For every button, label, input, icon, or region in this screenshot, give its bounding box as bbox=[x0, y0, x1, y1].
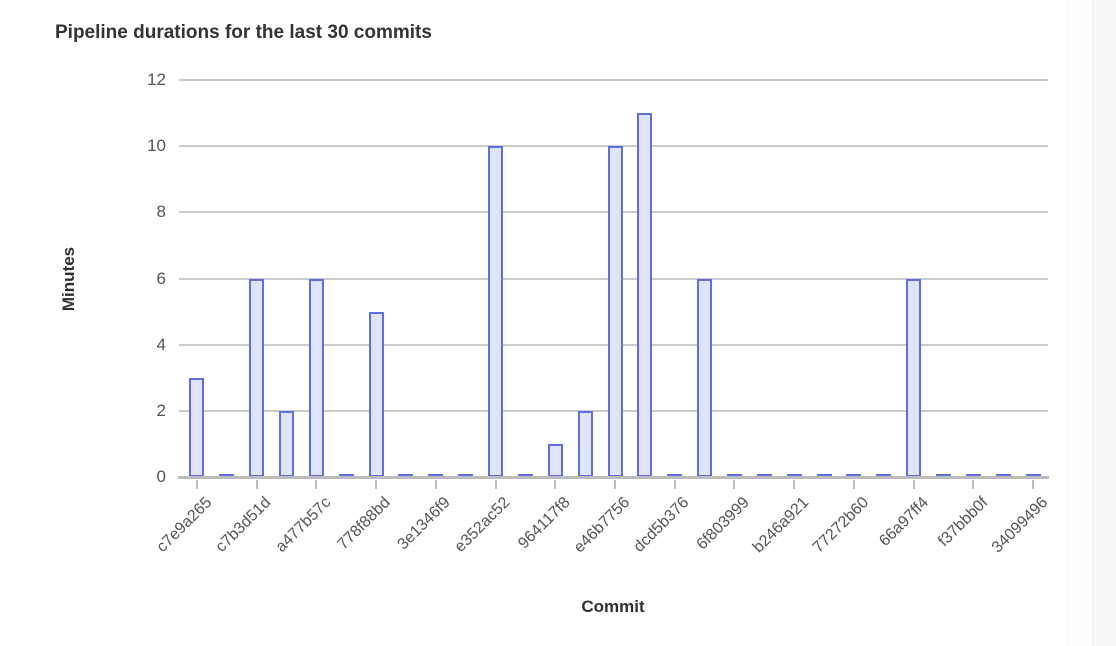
bar-commit-8[interactable] bbox=[398, 474, 414, 477]
x-tick-label-66a97ff4: 66a97ff4 bbox=[875, 494, 932, 550]
x-tick-label-e46b7756: e46b7756 bbox=[570, 494, 634, 557]
gridline-y-10 bbox=[179, 145, 1048, 148]
x-tick-mark-c7b3d51d bbox=[255, 480, 258, 489]
x-tick-label-34099496: 34099496 bbox=[988, 494, 1052, 557]
x-tick-mark-964117f8 bbox=[554, 480, 557, 489]
x-tick-label-778f88bd: 778f88bd bbox=[334, 494, 395, 554]
plot-area bbox=[179, 79, 1048, 477]
right-edge-background-inner bbox=[1067, 0, 1093, 646]
x-tick-label-6f803999: 6f803999 bbox=[693, 494, 753, 554]
bar-commit-14[interactable] bbox=[577, 410, 593, 477]
bar-778f88bd[interactable] bbox=[368, 311, 384, 477]
x-axis-title: Commit bbox=[581, 597, 645, 616]
x-tick-mark-34099496 bbox=[1032, 480, 1035, 489]
bar-commit-22[interactable] bbox=[816, 474, 832, 477]
x-tick-label-c7b3d51d: c7b3d51d bbox=[212, 494, 275, 556]
bar-f37bbb0f[interactable] bbox=[965, 474, 981, 477]
bar-77272b60[interactable] bbox=[846, 474, 862, 477]
x-tick-label-77272b60: 77272b60 bbox=[809, 494, 872, 557]
y-tick-label-10: 10 bbox=[147, 136, 166, 156]
gridline-y-12 bbox=[179, 79, 1048, 81]
bar-dcd5b376[interactable] bbox=[667, 474, 683, 477]
x-tick-label-e352ac52: e352ac52 bbox=[451, 494, 514, 556]
bar-a477b57c[interactable] bbox=[308, 278, 324, 477]
x-tick-label-3e1346f9: 3e1346f9 bbox=[394, 494, 454, 554]
bar-66a97ff4[interactable] bbox=[906, 278, 922, 477]
x-tick-mark-a477b57c bbox=[315, 480, 318, 489]
bar-3e1346f9[interactable] bbox=[428, 474, 444, 477]
bar-commit-10[interactable] bbox=[458, 474, 474, 477]
y-tick-label-0: 0 bbox=[156, 467, 166, 486]
bar-commit-4[interactable] bbox=[279, 410, 295, 477]
bar-e352ac52[interactable] bbox=[488, 146, 504, 477]
y-tick-label-12: 12 bbox=[147, 70, 166, 89]
x-tick-mark-6f803999 bbox=[733, 480, 736, 489]
bar-c7b3d51d[interactable] bbox=[249, 278, 265, 477]
right-edge-background-outer bbox=[1092, 0, 1116, 646]
bar-commit-12[interactable] bbox=[517, 474, 533, 477]
x-tick-mark-e46b7756 bbox=[614, 480, 616, 489]
bar-b246a921[interactable] bbox=[786, 474, 802, 477]
bar-6f803999[interactable] bbox=[726, 474, 742, 477]
bar-commit-6[interactable] bbox=[338, 474, 354, 477]
bar-commit-18[interactable] bbox=[697, 278, 713, 477]
y-axis-title: Minutes bbox=[59, 246, 78, 312]
x-tick-mark-f37bbb0f bbox=[972, 480, 975, 489]
y-tick-label-4: 4 bbox=[156, 334, 166, 354]
bar-commit-20[interactable] bbox=[756, 474, 772, 477]
bar-964117f8[interactable] bbox=[547, 443, 563, 477]
x-tick-label-c7e9a265: c7e9a265 bbox=[153, 494, 215, 556]
x-tick-label-dcd5b376: dcd5b376 bbox=[631, 494, 693, 556]
x-tick-label-a477b57c: a477b57c bbox=[272, 494, 335, 556]
x-axis-line bbox=[178, 476, 1049, 479]
bar-commit-2[interactable] bbox=[219, 474, 235, 477]
x-tick-mark-dcd5b376 bbox=[673, 480, 676, 489]
y-tick-label-6: 6 bbox=[156, 268, 166, 288]
x-tick-label-964117f8: 964117f8 bbox=[514, 494, 574, 553]
bar-e46b7756[interactable] bbox=[607, 146, 623, 477]
bar-commit-16[interactable] bbox=[637, 113, 653, 477]
y-tick-label-2: 2 bbox=[156, 400, 166, 420]
bar-34099496[interactable] bbox=[1025, 474, 1041, 477]
chart-title: Pipeline durations for the last 30 commi… bbox=[55, 22, 432, 43]
bar-commit-24[interactable] bbox=[876, 474, 892, 477]
bar-commit-28[interactable] bbox=[995, 474, 1011, 477]
x-tick-mark-b246a921 bbox=[793, 480, 796, 489]
x-tick-mark-e352ac52 bbox=[494, 480, 497, 489]
x-tick-mark-c7e9a265 bbox=[195, 480, 198, 489]
x-tick-mark-3e1346f9 bbox=[434, 480, 437, 489]
y-tick-label-8: 8 bbox=[156, 202, 166, 222]
x-tick-mark-778f88bd bbox=[375, 480, 378, 489]
bar-c7e9a265[interactable] bbox=[189, 377, 205, 477]
x-tick-label-f37bbb0f: f37bbb0f bbox=[935, 494, 992, 551]
bar-commit-26[interactable] bbox=[935, 474, 951, 477]
x-tick-mark-77272b60 bbox=[852, 480, 855, 489]
x-tick-label-b246a921: b246a921 bbox=[749, 494, 813, 557]
x-tick-mark-66a97ff4 bbox=[912, 480, 915, 489]
